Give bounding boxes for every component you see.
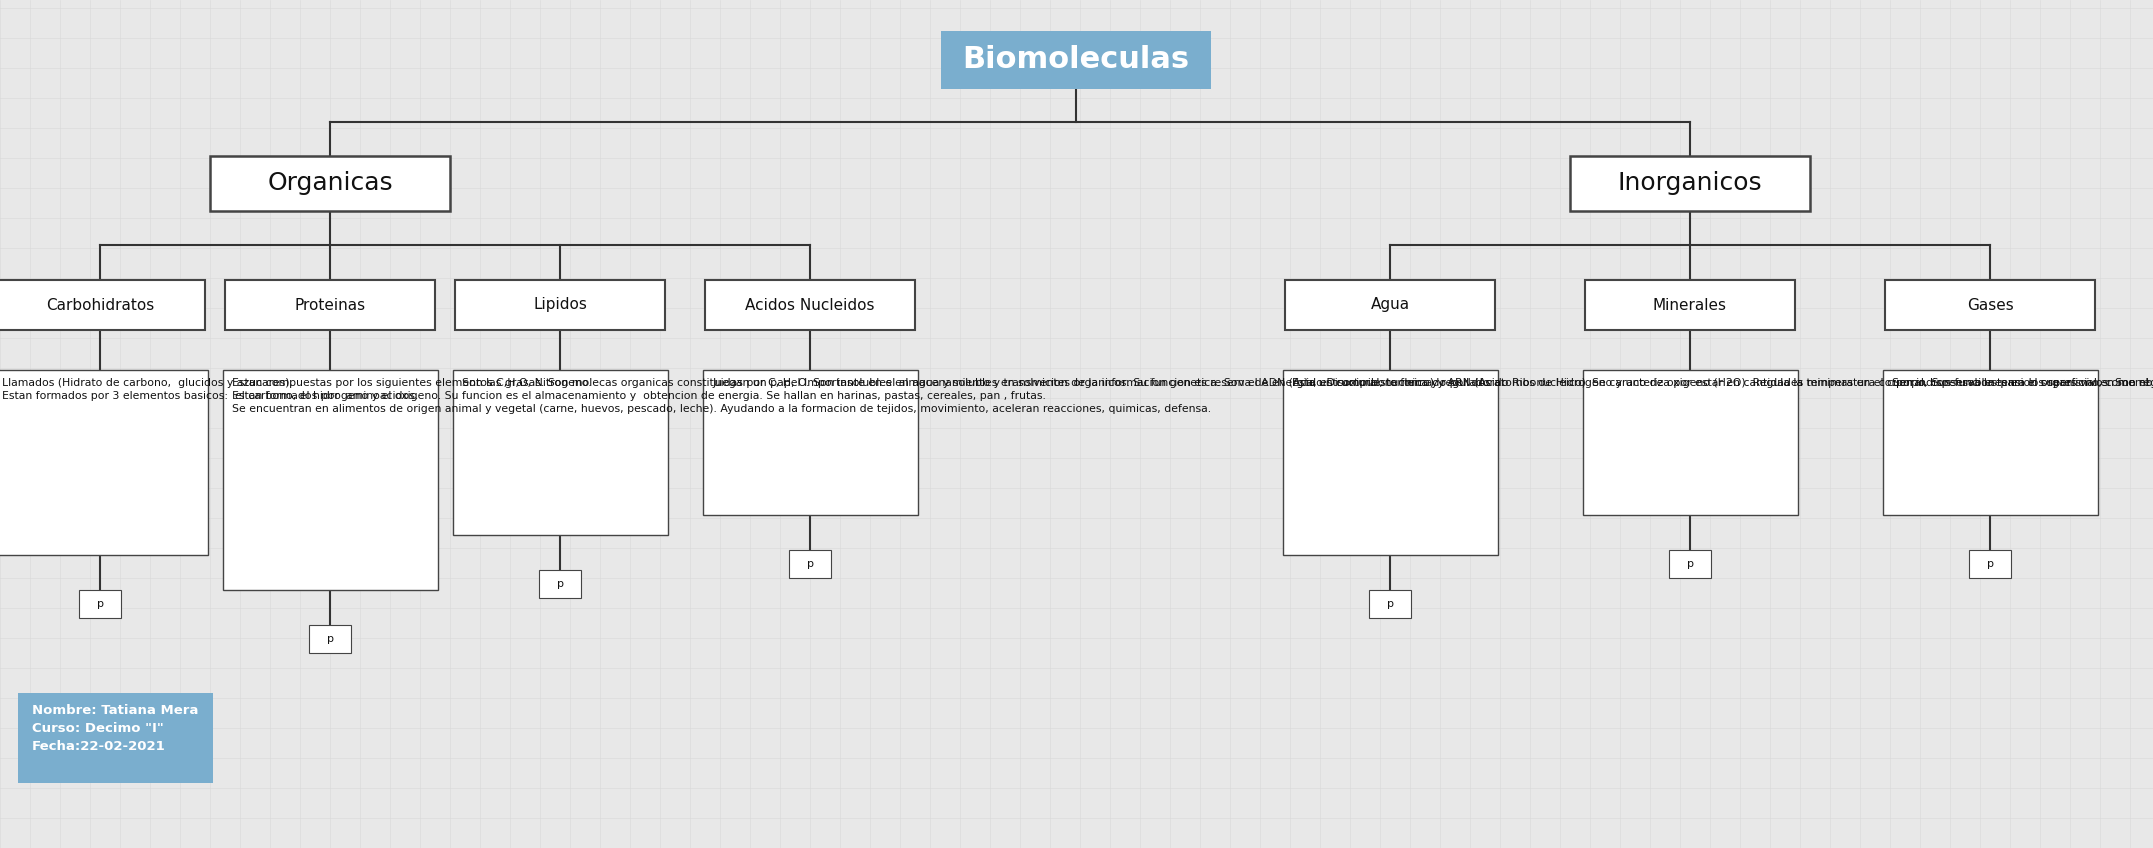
Text: Agua: Agua <box>1371 298 1410 313</box>
Text: Son indispensables para los seres vivos. Son el oxigeno(O2) y el dioxido de carb: Son indispensables para los seres vivos.… <box>1892 378 2153 388</box>
Text: p: p <box>1987 559 1994 569</box>
Bar <box>222 370 437 590</box>
Text: Acidos Nucleidos: Acidos Nucleidos <box>745 298 874 313</box>
Text: Carbohidratos: Carbohidratos <box>45 298 155 313</box>
Text: p: p <box>807 559 814 569</box>
Text: Juegan un papel Importante en el almacenamiento y transmicion de la informacion : Juegan un papel Importante en el almacen… <box>713 378 1587 388</box>
Bar <box>1585 280 1796 330</box>
Text: Biomoleculas: Biomoleculas <box>962 46 1191 75</box>
Text: Lipidos: Lipidos <box>534 298 588 313</box>
Text: Gases: Gases <box>1966 298 2013 313</box>
Bar <box>538 570 581 598</box>
Bar <box>1882 370 2097 515</box>
Bar <box>17 693 213 783</box>
Bar <box>941 31 1210 89</box>
Text: Inorganicos: Inorganicos <box>1617 171 1763 195</box>
Bar <box>1582 370 1798 515</box>
Bar <box>452 370 667 535</box>
Bar <box>1285 280 1494 330</box>
Text: Proteinas: Proteinas <box>295 298 366 313</box>
Text: Estan compuestas por los siguientes elementos C,H,O, Nitrogeno.
Estan formados p: Estan compuestas por los siguientes elem… <box>233 378 1212 414</box>
Bar <box>704 280 915 330</box>
Text: Organicas: Organicas <box>267 171 392 195</box>
Bar <box>454 280 665 330</box>
Text: p: p <box>555 579 564 589</box>
Bar <box>226 280 435 330</box>
Text: Esta un compuesto formado por dos atomos de Hidrogeno y uno de oxigeno (H2O). Re: Esta un compuesto formado por dos atomos… <box>1292 378 2153 388</box>
Bar <box>1886 280 2095 330</box>
Bar <box>0 370 207 555</box>
Text: Minerales: Minerales <box>1654 298 1727 313</box>
Text: Son las grasas. Son molecas organicas constituidas por C, H, O. Son insolubles e: Son las grasas. Son molecas organicas co… <box>463 378 1505 388</box>
Bar <box>1283 370 1498 555</box>
Bar <box>1669 550 1712 578</box>
Text: p: p <box>1387 599 1393 609</box>
Bar <box>310 625 351 653</box>
Bar <box>211 155 450 210</box>
Text: p: p <box>97 599 103 609</box>
Bar <box>0 280 205 330</box>
Bar <box>702 370 917 515</box>
Text: p: p <box>1686 559 1694 569</box>
Bar <box>1970 550 2011 578</box>
Text: Se caracteriza por estar en cantidades minimas en el cuerpo. Sus funciones en el: Se caracteriza por estar en cantidades m… <box>1593 378 2153 388</box>
Text: p: p <box>327 634 334 644</box>
Bar <box>1570 155 1811 210</box>
Text: Llamados (Hidrato de carbono,  glucidos y azucares).
Estan formados por 3 elemen: Llamados (Hidrato de carbono, glucidos y… <box>2 378 1046 401</box>
Bar <box>788 550 831 578</box>
Bar <box>1369 590 1410 618</box>
Bar <box>80 590 121 618</box>
Text: Nombre: Tatiana Mera
Curso: Decimo "I"
Fecha:22-02-2021: Nombre: Tatiana Mera Curso: Decimo "I" F… <box>32 704 198 752</box>
